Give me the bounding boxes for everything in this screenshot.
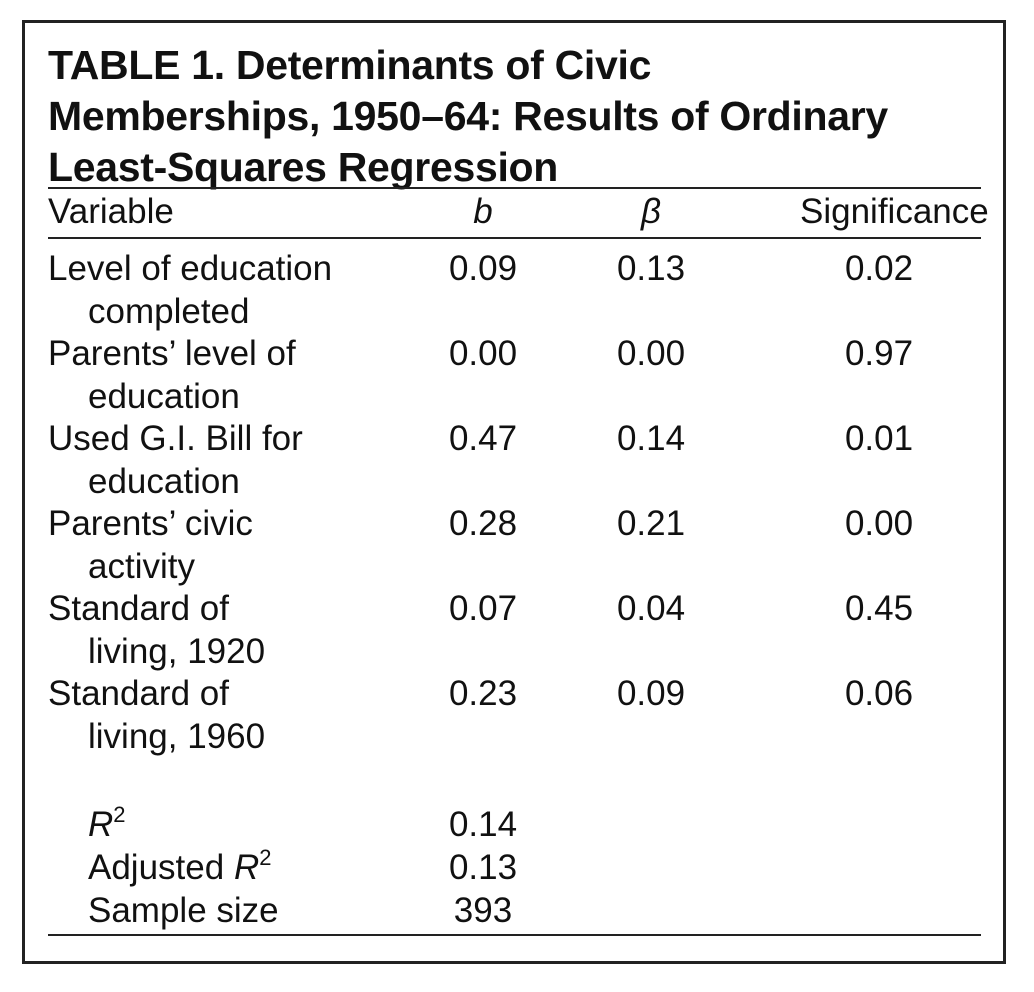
row-beta: 0.21	[616, 504, 686, 543]
adjusted-r-squared-value: 0.13	[448, 848, 518, 887]
row-label: Standard of	[48, 589, 229, 628]
row-significance: 0.06	[844, 674, 914, 713]
row-significance: 0.01	[844, 419, 914, 458]
row-b: 0.28	[448, 504, 518, 543]
row-b: 0.23	[448, 674, 518, 713]
adjusted-r-symbol: R	[233, 848, 260, 887]
row-significance: 0.00	[844, 504, 914, 543]
table-bottom-rule	[48, 934, 981, 936]
header-bottom-rule	[48, 237, 981, 239]
row-beta: 0.09	[616, 674, 686, 713]
table-frame	[22, 20, 1006, 964]
adjusted-r-squared-label: Adjusted R2	[88, 846, 271, 889]
row-b: 0.47	[448, 419, 518, 458]
adjusted-r-squared-superscript: 2	[259, 845, 272, 870]
row-b: 0.09	[448, 249, 518, 288]
r-squared-label: R2	[88, 803, 126, 846]
row-label-continued: education	[88, 462, 240, 501]
row-label-continued: education	[88, 377, 240, 416]
r-squared-superscript: 2	[113, 802, 126, 827]
r-squared-value: 0.14	[448, 805, 518, 844]
row-beta: 0.00	[616, 334, 686, 373]
sample-size-value: 393	[453, 891, 513, 930]
row-beta: 0.13	[616, 249, 686, 288]
row-label: Used G.I. Bill for	[48, 419, 303, 458]
row-significance: 0.02	[844, 249, 914, 288]
adjusted-prefix: Adjusted	[88, 848, 234, 887]
row-label-continued: living, 1960	[88, 717, 266, 756]
row-beta: 0.14	[616, 419, 686, 458]
row-label: Parents’ level of	[48, 334, 296, 373]
row-significance: 0.45	[844, 589, 914, 628]
header-beta: β	[641, 192, 661, 231]
header-b: b	[473, 192, 493, 231]
row-label-continued: completed	[88, 292, 250, 331]
row-beta: 0.04	[616, 589, 686, 628]
row-label: Standard of	[48, 674, 229, 713]
row-b: 0.00	[448, 334, 518, 373]
header-significance: Significance	[800, 192, 989, 231]
row-significance: 0.97	[844, 334, 914, 373]
row-label: Level of education	[48, 249, 333, 288]
header-top-rule	[48, 187, 981, 189]
table-title: TABLE 1. Determinants of Civic Membershi…	[48, 42, 888, 190]
sample-size-label: Sample size	[88, 891, 279, 930]
row-label: Parents’ civic	[48, 504, 253, 543]
row-label-continued: living, 1920	[88, 632, 266, 671]
row-label-continued: activity	[88, 547, 195, 586]
r-symbol: R	[88, 805, 114, 844]
header-variable: Variable	[48, 192, 174, 231]
row-b: 0.07	[448, 589, 518, 628]
